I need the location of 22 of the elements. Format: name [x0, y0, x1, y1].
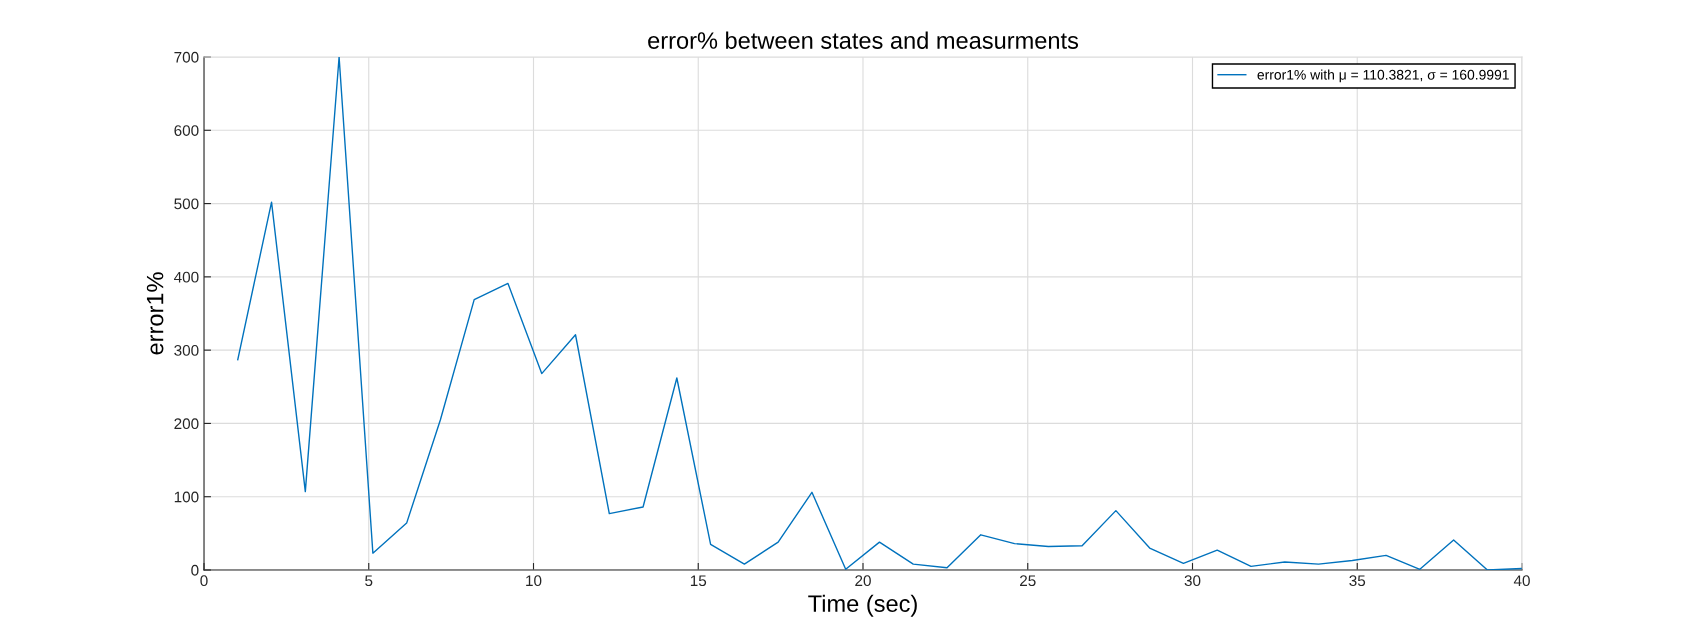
y-tick-label: 500	[174, 198, 199, 210]
y-tick-label: 400	[174, 271, 199, 283]
chart-title: error% between states and measurments	[648, 31, 1079, 49]
x-tick-label: 10	[526, 575, 542, 587]
y-tick-label: 0	[191, 564, 199, 576]
x-tick-label: 40	[1513, 575, 1530, 587]
y-tick-label: 300	[174, 345, 199, 356]
x-tick-label: 0	[200, 575, 208, 587]
line-series	[237, 57, 1522, 570]
x-tick-label: 20	[855, 575, 871, 587]
y-tick-label: 100	[174, 491, 199, 503]
x-tick-label: 15	[690, 575, 707, 587]
y-axis-title: error1%	[146, 272, 164, 355]
x-axis-title: Time (sec)	[808, 594, 917, 617]
x-tick-label: 30	[1184, 575, 1201, 587]
x-tick-label: 25	[1020, 575, 1036, 587]
x-tick-label: 35	[1349, 575, 1366, 587]
y-tick-label: 200	[174, 418, 199, 430]
legend-label: error1% with μ = 110.3821, σ = 160.9991	[1257, 69, 1509, 83]
y-tick-label: 700	[174, 51, 199, 63]
y-tick-label: 600	[174, 125, 199, 136]
x-tick-label: 5	[365, 575, 373, 587]
